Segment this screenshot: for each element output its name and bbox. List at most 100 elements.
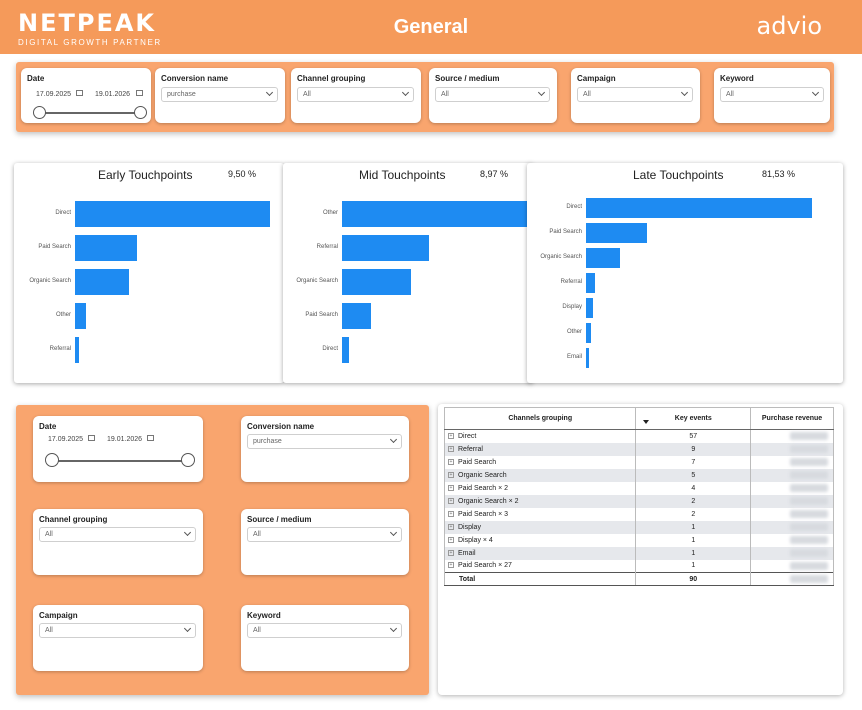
bar[interactable] (586, 223, 648, 243)
expand-icon[interactable]: + (448, 445, 454, 452)
expand-icon[interactable]: + (448, 484, 454, 491)
chevron-down-icon (537, 88, 546, 97)
table-row[interactable]: + Referral 9 (443, 442, 834, 456)
sort-descending-icon[interactable] (643, 420, 649, 424)
date-filter: Date 17.09.2025 19.01.2026 (33, 416, 203, 482)
expand-icon[interactable]: + (448, 432, 454, 439)
conversion-label: Conversion name (247, 422, 315, 431)
bar[interactable] (75, 235, 138, 261)
expand-icon[interactable]: + (448, 523, 454, 530)
chevron-down-icon (265, 88, 274, 97)
table-row[interactable]: + Paid Search × 3 2 (443, 507, 834, 521)
mid-touchpoints-chart[interactable]: Mid Touchpoints 8,97 % Other Referral Orga… (283, 163, 533, 383)
table-row[interactable]: + Email 1 (443, 546, 834, 560)
table-row[interactable]: + Paid Search 7 (443, 455, 834, 469)
expand-icon[interactable]: + (448, 562, 454, 569)
bar[interactable] (342, 337, 349, 363)
column-header-channel[interactable]: Channels grouping (443, 407, 637, 430)
channel-name: Direct (458, 432, 477, 440)
bar-label: Display (562, 304, 582, 310)
channel-cell: + Direct (443, 429, 637, 443)
table-row[interactable]: + Display 1 (443, 520, 834, 534)
date-to[interactable]: 19.01.2026 (95, 91, 131, 98)
bar[interactable] (586, 248, 620, 268)
date-from[interactable]: 17.09.2025 (36, 91, 72, 98)
bar[interactable] (342, 201, 528, 227)
bar-label: Paid Search (38, 244, 71, 250)
keyword-dropdown[interactable]: All (720, 87, 824, 102)
expand-icon[interactable]: + (448, 536, 454, 543)
date-slider-start-handle[interactable] (33, 106, 46, 119)
revenue-cell (750, 429, 834, 443)
keyword-dropdown[interactable]: All (247, 623, 402, 638)
calendar-icon[interactable] (76, 90, 83, 96)
table-row[interactable]: + Organic Search 5 (443, 468, 834, 482)
keyword-label: Keyword (247, 611, 281, 620)
key-events-cell: 7 (635, 455, 752, 469)
channel-dropdown[interactable]: All (297, 87, 414, 102)
early-touchpoints-chart[interactable]: Early Touchpoints 9,50 % Direct Paid Sear… (14, 163, 284, 383)
channel-cell: + Organic Search (443, 468, 637, 482)
bar[interactable] (586, 273, 596, 293)
bar[interactable] (342, 303, 371, 329)
bar[interactable] (75, 303, 86, 329)
date-filter: Date 17.09.2025 19.01.2026 (21, 68, 151, 123)
campaign-filter: Campaign All (33, 605, 203, 671)
expand-icon[interactable]: + (448, 458, 454, 465)
late-touchpoints-chart[interactable]: Late Touchpoints 81,53 % Direct Paid Sear… (527, 163, 843, 383)
table-row[interactable]: + Organic Search × 2 2 (443, 494, 834, 508)
bar[interactable] (75, 337, 80, 363)
conversion-dropdown[interactable]: purchase (161, 87, 278, 102)
logo-tagline: DIGITAL GROWTH PARTNER (18, 38, 162, 47)
date-from[interactable]: 17.09.2025 (48, 436, 84, 443)
campaign-value: All (45, 627, 53, 634)
column-header-key-events[interactable]: Key events (635, 407, 752, 430)
bar[interactable] (586, 348, 590, 368)
date-slider-end-handle[interactable] (134, 106, 147, 119)
expand-icon[interactable]: + (448, 510, 454, 517)
campaign-dropdown[interactable]: All (39, 623, 196, 638)
calendar-icon[interactable] (136, 90, 143, 96)
key-events-cell: 57 (635, 429, 752, 443)
table-row[interactable]: + Display × 4 1 (443, 533, 834, 547)
table-row[interactable]: + Direct 57 (443, 429, 834, 443)
netpeak-logo: NETPEAK DIGITAL GROWTH PARTNER (18, 10, 162, 47)
table-row[interactable]: + Paid Search × 2 4 (443, 481, 834, 495)
conversion-value: purchase (253, 438, 282, 445)
bar[interactable] (586, 198, 812, 218)
source-dropdown[interactable]: All (435, 87, 550, 102)
channel-filter: Channel grouping All (291, 68, 421, 123)
key-events-cell: 5 (635, 468, 752, 482)
campaign-dropdown[interactable]: All (577, 87, 693, 102)
keyword-label: Keyword (720, 74, 754, 83)
table-row[interactable]: + Paid Search × 27 1 (443, 559, 834, 573)
channel-dropdown[interactable]: All (39, 527, 196, 542)
date-label: Date (27, 74, 45, 83)
date-slider-start-handle[interactable] (45, 453, 59, 467)
bar-label: Direct (566, 204, 582, 210)
date-to[interactable]: 19.01.2026 (107, 436, 143, 443)
column-header-purchase-revenue[interactable]: Purchase revenue (750, 407, 834, 430)
bar[interactable] (342, 235, 430, 261)
expand-icon[interactable]: + (448, 471, 454, 478)
calendar-icon[interactable] (147, 435, 154, 441)
channel-name: Paid Search × 3 (458, 510, 509, 518)
bar[interactable] (75, 201, 270, 227)
bar-label: Referral (316, 244, 338, 250)
key-events-cell: 1 (635, 559, 752, 573)
bar-label: Referral (560, 279, 582, 285)
conversion-dropdown[interactable]: purchase (247, 434, 402, 449)
bar[interactable] (342, 269, 411, 295)
date-slider-end-handle[interactable] (181, 453, 195, 467)
expand-icon[interactable]: + (448, 549, 454, 556)
source-dropdown[interactable]: All (247, 527, 402, 542)
bar-label: Other (566, 329, 582, 335)
bar[interactable] (586, 323, 591, 343)
bar[interactable] (586, 298, 593, 318)
calendar-icon[interactable] (88, 435, 95, 441)
bar-label: Paid Search (305, 312, 338, 318)
channel-name: Email (458, 549, 476, 557)
expand-icon[interactable]: + (448, 497, 454, 504)
chart-title: Early Touchpoints (98, 168, 193, 182)
bar[interactable] (75, 269, 129, 295)
